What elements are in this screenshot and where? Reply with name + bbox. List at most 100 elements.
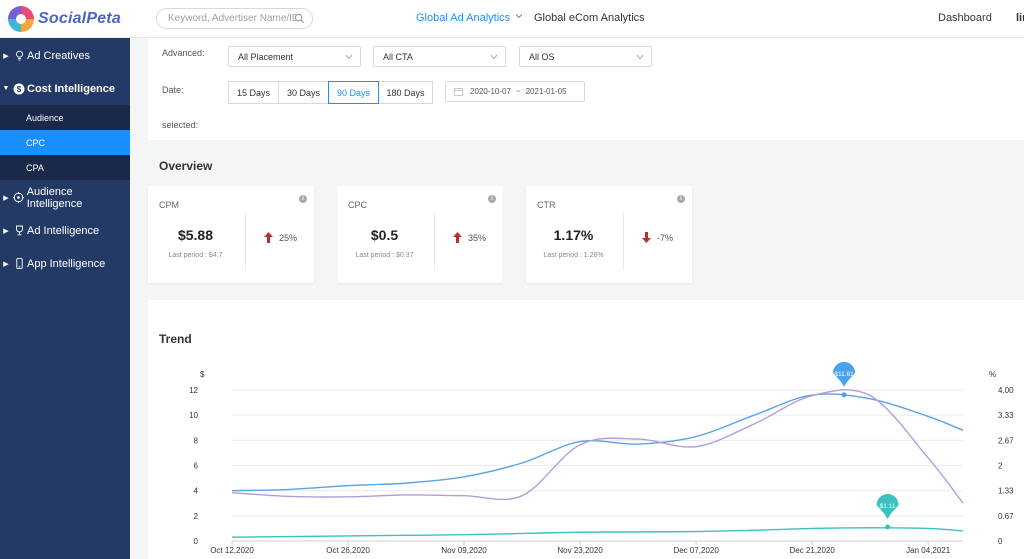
metric-change: 35% [453,232,486,243]
nav-global-ad-analytics[interactable]: Global Ad Analytics [416,12,523,24]
cta-select-value: All CTA [383,51,413,62]
marker-point [841,392,847,398]
arrow-up-icon [264,232,273,243]
marker-pin [833,361,856,387]
os-select[interactable]: All OS [519,46,652,67]
x-tick-label: Nov 09,2020 [441,546,487,555]
metric-last-period: Last period : $4.7 [168,252,223,259]
metric-value: 1.17% [553,227,594,243]
sidebar-subitem-cpa[interactable]: CPA [26,162,44,173]
date-180-days-button[interactable]: 180 Days [378,81,433,104]
search-icon[interactable] [294,13,305,24]
x-tick-label: Dec 07,2020 [673,546,719,555]
sidebar-subitem-cpc[interactable]: CPC [0,130,130,155]
metric-change-value: 25% [279,232,298,243]
sidebar-item-audience-intelligence[interactable]: ▶ Audience Intelligence [0,181,130,214]
svg-text:$: $ [17,85,22,94]
top-header: SocialPeta Global Ad Analytics Global eC… [0,0,1024,38]
info-icon[interactable]: i [488,195,496,203]
nav-dashboard[interactable]: Dashboard [938,12,992,24]
search-input[interactable] [168,13,296,24]
target-icon [13,192,25,204]
metric-change: -7% [642,232,673,243]
y-left-tick-label: 6 [194,462,199,471]
y-left-axis-label: $ [200,370,205,379]
y-right-tick-label: 3.33 [998,411,1014,420]
series-line-1 [231,393,964,492]
marker-pin [876,494,899,520]
metric-card-cpc: CPC i $0.5 Last period : $0.37 35% [337,186,503,283]
y-right-axis-label: % [989,370,996,379]
metric-card-cpm: CPM i $5.88 Last period : $4.7 25% [148,186,314,283]
series-line-3 [231,527,964,538]
trend-chart[interactable]: 0 2 4 6 8 10 12 0 0.67 1.33 2 2.67 3.33 4.00 $ % Oct 12,… [148,300,1024,559]
y-right-tick-label: 0.67 [998,512,1014,521]
y-right-tick-label: 0 [998,537,1003,546]
x-tick-label: Oct 26,2020 [326,546,370,555]
caret-right-icon: ▶ [3,52,9,60]
sidebar-item-label: App Intelligence [27,257,106,270]
arrow-down-icon [642,232,651,243]
calendar-icon [454,88,463,96]
sidebar-item-ad-intelligence[interactable]: ▶ Ad Intelligence [0,214,130,247]
filter-panel: Advanced: All Placement All CTA All OS D… [148,38,1024,140]
y-right-tick-label: 2.67 [998,436,1014,445]
sidebar-item-label: Audience Intelligence [26,185,83,210]
chevron-down-icon [636,54,644,60]
logo-mark-icon [8,6,34,32]
marker-label: $11.61 [834,371,854,378]
selected-label: selected: [162,120,199,130]
info-icon[interactable]: i [299,195,307,203]
cta-select[interactable]: All CTA [373,46,506,67]
metric-title: CPC [348,200,368,210]
bulb-icon [13,50,25,62]
dollar-icon: $ [13,83,25,95]
os-select-value: All OS [529,51,555,62]
x-tick-label: Jan 04,2021 [906,546,951,555]
overview-title: Overview [159,159,213,173]
user-menu[interactable]: lin [1016,12,1024,24]
sidebar: ▶ Ad Creatives ▼ $ Cost Intelligence Aud… [0,38,130,559]
sidebar-subitem-audience[interactable]: Audience [26,112,64,123]
date-15-days-button[interactable]: 15 Days [228,81,279,104]
metric-last-period: Last period : $0.37 [355,252,414,259]
sidebar-item-app-intelligence[interactable]: ▶ App Intelligence [0,247,130,280]
info-icon[interactable]: i [677,195,685,203]
y-left-tick-label: 10 [189,411,198,420]
sidebar-item-cost-intelligence[interactable]: ▼ $ Cost Intelligence [0,72,130,105]
metric-value: $0.5 [370,227,399,243]
y-left-tick-label: 4 [194,487,199,496]
nav-global-ecom-analytics[interactable]: Global eCom Analytics [534,12,645,24]
y-left-tick-label: 8 [194,436,199,445]
sidebar-item-label: Ad Creatives [27,49,90,62]
metric-change: 25% [264,232,297,243]
metric-last-period: Last period : 1.26% [543,252,604,259]
y-right-tick-label: 4.00 [998,386,1014,395]
metric-value: $5.88 [177,227,214,243]
metric-title: CTR [537,200,556,210]
y-left-tick-label: 0 [194,537,199,546]
card-divider [434,212,435,270]
placement-select[interactable]: All Placement [228,46,361,67]
card-divider [245,212,246,270]
trophy-icon [13,225,25,237]
y-left-tick-label: 2 [194,512,199,521]
brand-name: SocialPeta [38,10,121,27]
sidebar-item-label: Ad Intelligence [27,224,100,237]
brand-logo[interactable]: SocialPeta [8,6,121,32]
series-line-2 [231,389,964,504]
date-90-days-button[interactable]: 90 Days [328,81,379,104]
arrow-up-icon [453,232,462,243]
date-range-picker[interactable]: 2020-10-07 ~ 2021-01-05 [445,81,585,102]
metric-title: CPM [159,200,179,210]
caret-down-icon: ▼ [2,85,10,92]
card-divider [623,212,624,270]
search-box[interactable] [156,8,313,29]
sidebar-item-ad-creatives[interactable]: ▶ Ad Creatives [0,39,130,72]
sidebar-item-label: Cost Intelligence [27,82,116,95]
trend-panel: Trend 0 2 4 6 8 10 12 0 0.67 1.33 2 2.67 3.33 4.00 $% O… [148,300,1024,559]
metric-change-value: 35% [468,232,487,243]
placement-select-value: All Placement [238,51,294,62]
date-30-days-button[interactable]: 30 Days [278,81,329,104]
date-separator: ~ [515,87,521,96]
